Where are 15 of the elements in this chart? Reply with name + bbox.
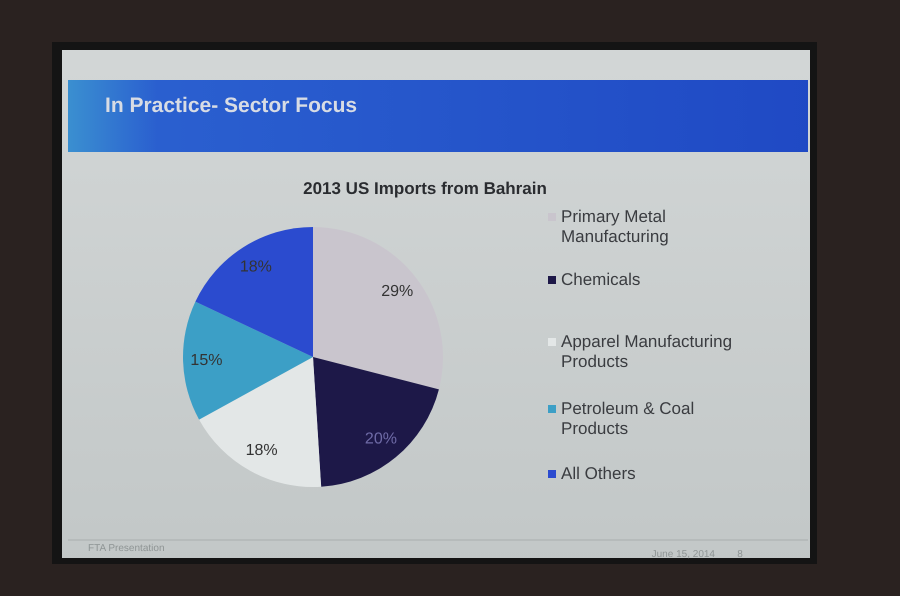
data-label: 18% bbox=[246, 442, 278, 459]
chart-title: In Practice- Sector Focus bbox=[105, 94, 358, 117]
data-label: 15% bbox=[190, 352, 222, 369]
chart-subtitle: 2013 US Imports from Bahrain bbox=[303, 179, 547, 198]
data-label: 29% bbox=[381, 283, 414, 300]
legend-label: Chemicals bbox=[561, 270, 640, 289]
legend-label: Petroleum & Coal Products bbox=[561, 399, 694, 438]
pie-slice bbox=[183, 302, 313, 420]
pie-slice bbox=[313, 357, 439, 487]
data-label: 18% bbox=[240, 258, 272, 276]
legend-label: Primary Metal Manufacturing bbox=[561, 207, 669, 246]
legend-label: Apparel Manufacturing Products bbox=[561, 332, 732, 371]
data-label: 20% bbox=[364, 430, 397, 448]
pie-slice bbox=[313, 227, 443, 390]
legend-label: All Others bbox=[561, 464, 636, 483]
